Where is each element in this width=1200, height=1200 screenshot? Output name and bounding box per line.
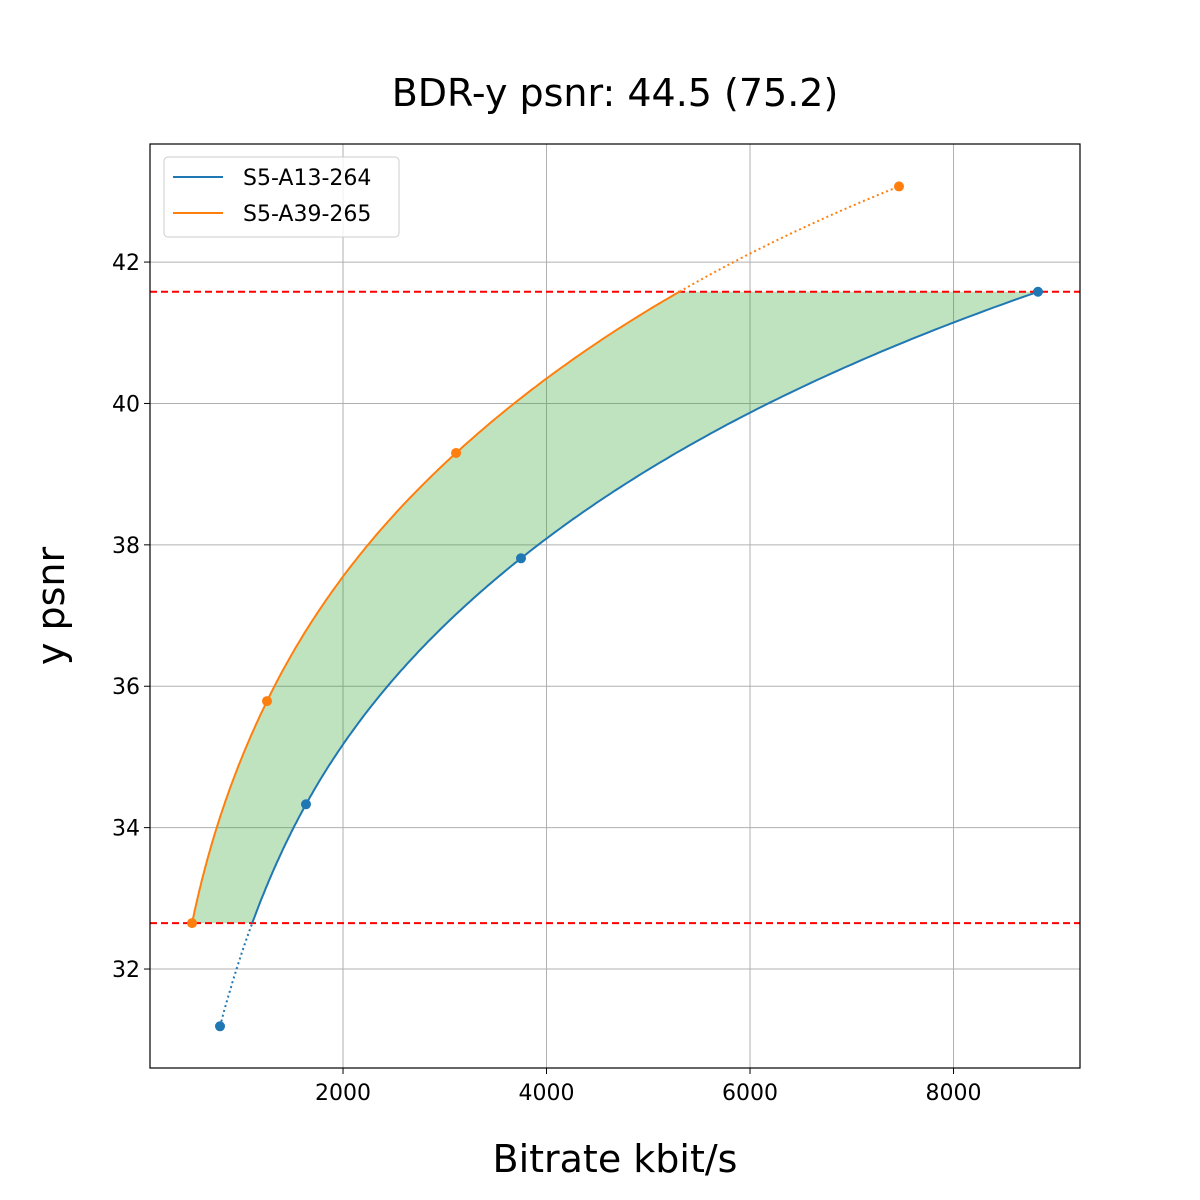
legend-label-1: S5-A39-265 — [243, 202, 371, 227]
series-0-point — [300, 799, 311, 810]
legend: S5-A13-264 S5-A39-265 — [163, 156, 400, 238]
x-tick-label: 8000 — [926, 1081, 982, 1106]
series-1-point — [187, 918, 198, 929]
series-0-point — [215, 1021, 226, 1032]
series-1-point — [451, 447, 462, 458]
series-lines — [187, 181, 1043, 1032]
x-tick-label: 2000 — [315, 1081, 371, 1106]
series-1-point — [262, 696, 273, 707]
chart-title: BDR-y psnr: 44.5 (75.2) — [392, 71, 839, 115]
y-tick-label: 34 — [112, 817, 140, 842]
series-0-point — [515, 553, 526, 564]
fill-area — [192, 291, 1038, 924]
x-axis-label: Bitrate kbit/s — [493, 1137, 738, 1181]
y-tick-label: 32 — [112, 958, 140, 983]
series-0-extrapolated — [219, 922, 254, 1027]
series-1-point — [893, 181, 904, 192]
series-1-extrapolated — [678, 185, 900, 293]
y-tick-label: 36 — [112, 675, 140, 700]
series-0-point — [1032, 286, 1043, 297]
grid — [150, 144, 1080, 1068]
y-tick-label: 40 — [112, 392, 140, 417]
x-tick-label: 6000 — [722, 1081, 778, 1106]
ticks: 2000 4000 6000 8000 32 34 36 38 40 42 — [112, 251, 982, 1106]
legend-label-0: S5-A13-264 — [243, 166, 371, 191]
y-tick-label: 38 — [112, 534, 140, 559]
y-tick-label: 42 — [112, 251, 140, 276]
fill-between-area — [192, 291, 1038, 924]
series-1-line — [191, 290, 680, 924]
series-0-line — [251, 290, 1039, 924]
plot-frame — [149, 143, 1081, 1069]
threshold-lines — [150, 290, 1080, 925]
y-axis-label: y psnr — [29, 547, 73, 666]
x-tick-label: 4000 — [519, 1081, 575, 1106]
